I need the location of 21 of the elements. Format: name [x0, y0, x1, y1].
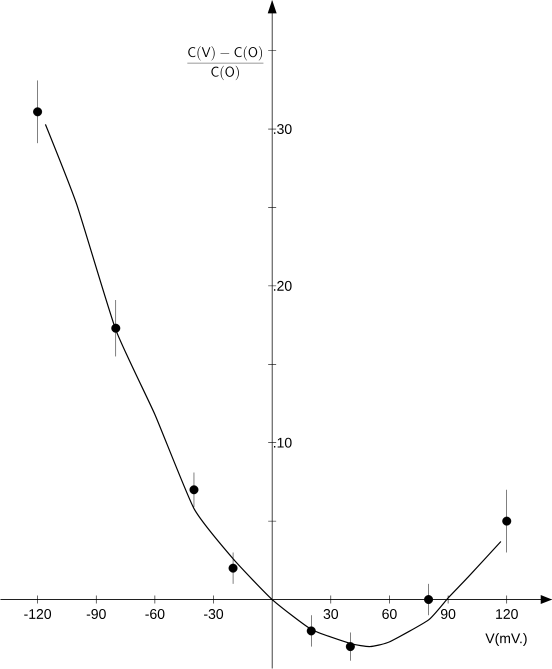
y-tick-label: .30	[274, 124, 292, 134]
point	[424, 595, 433, 604]
point	[228, 564, 238, 573]
x-axis-title: V(mV.)	[485, 633, 527, 646]
x-tick-label: -60	[145, 609, 164, 619]
y-tick-label: .10	[274, 438, 292, 448]
point	[306, 626, 316, 636]
y-axis-title: $\frac{\mathsf{C(V)-C(O)}}{\mathsf{C(O)}}$	[187, 46, 264, 80]
x-tick-label: 120	[496, 609, 518, 619]
point	[33, 107, 42, 116]
point	[502, 516, 512, 526]
x-tick-label: -30	[204, 609, 224, 619]
point	[111, 324, 120, 333]
x-tick-label: 90	[440, 609, 456, 619]
x-tick-label: -90	[86, 609, 106, 619]
x-tick-label: -120	[24, 609, 51, 619]
point	[189, 485, 198, 494]
x-tick-label: 60	[382, 609, 397, 619]
point	[346, 642, 355, 652]
y-tick-label: .20	[274, 280, 292, 291]
x-tick-label: 30	[324, 609, 338, 619]
